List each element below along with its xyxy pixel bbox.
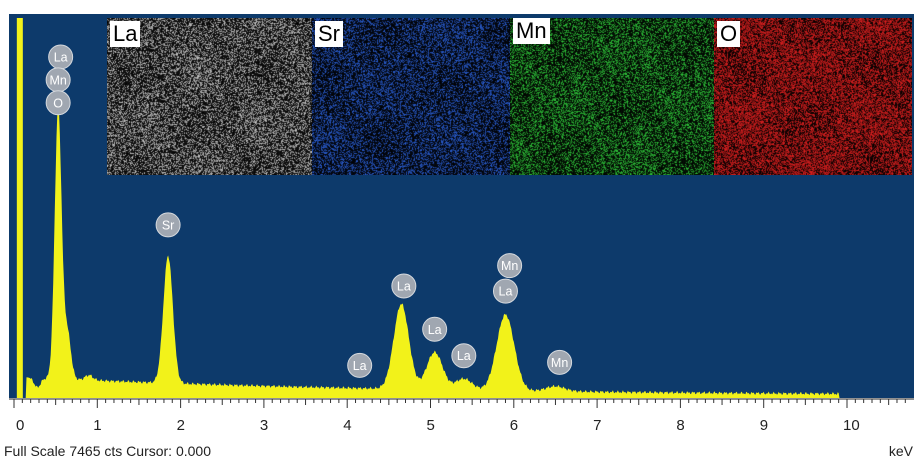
element-map-o: O <box>714 18 912 175</box>
peak-label-layer: La Mn O Sr La La La La Mn La Mn <box>45 44 573 378</box>
element-map-la: La <box>107 18 312 175</box>
x-axis-unit: keV <box>888 443 913 459</box>
element-map-mn: Mn <box>510 18 714 175</box>
peak-label-sr: Sr <box>155 212 181 238</box>
label-bubble <box>547 349 573 375</box>
x-tick-label: 5 <box>427 417 435 434</box>
peak-label-la: La <box>492 278 518 304</box>
element-map-sr: Sr <box>312 18 510 175</box>
label-text: O <box>53 96 63 110</box>
spectrum-layer <box>16 18 843 398</box>
x-tick-label: 6 <box>510 417 518 434</box>
status-readout: Full Scale 7465 cts Cursor: 0.000 <box>4 443 211 459</box>
label-text: Mn <box>501 259 518 273</box>
x-tick-label: 2 <box>177 417 185 434</box>
x-tick-label: 1 <box>93 417 101 434</box>
map-label: Sr <box>315 21 343 47</box>
x-tick-label: 10 <box>843 417 860 434</box>
peak-label-o: O <box>45 90 71 116</box>
label-bubble <box>391 273 417 299</box>
x-tick-label: 4 <box>343 417 351 434</box>
label-bubble <box>347 352 373 378</box>
label-bubble <box>422 316 448 342</box>
peak-label-mn: Mn <box>497 253 523 279</box>
map-label: Mn <box>513 18 550 44</box>
peak-label-la: La <box>391 273 417 299</box>
label-text: Mn <box>551 356 568 370</box>
x-tick-label: 7 <box>593 417 601 434</box>
peak-label-la: La <box>347 352 373 378</box>
x-tick-label: 9 <box>760 417 768 434</box>
label-text: La <box>457 349 471 363</box>
label-bubble <box>451 343 477 369</box>
label-text: Sr <box>162 218 175 232</box>
label-text: La <box>499 285 513 299</box>
x-tick-label: 3 <box>260 417 268 434</box>
label-text: La <box>54 50 68 64</box>
o-map-image <box>714 18 912 175</box>
label-bubble <box>497 253 523 279</box>
mn-map-image <box>510 18 714 175</box>
peak-label-la: La <box>422 316 448 342</box>
peak-label-mn: Mn <box>45 67 71 93</box>
label-bubble <box>155 212 181 238</box>
label-bubble <box>45 90 71 116</box>
label-text: La <box>397 280 411 294</box>
peak-label-mn: Mn <box>547 349 573 375</box>
map-label: O <box>717 21 741 47</box>
x-axis: 0 1 2 3 4 5 6 7 8 9 10 <box>9 398 914 434</box>
label-text: La <box>353 359 367 373</box>
sr-map-image <box>312 18 510 175</box>
label-text: Mn <box>49 73 66 87</box>
x-tick-label: 0 <box>16 417 24 434</box>
map-label: La <box>110 21 141 47</box>
x-tick-label: 8 <box>676 417 684 434</box>
peak-label-la: La <box>48 44 74 70</box>
la-map-image <box>107 18 312 175</box>
label-text: La <box>428 323 442 337</box>
peak-label-la: La <box>451 343 477 369</box>
label-bubble <box>492 278 518 304</box>
zero-energy-peak <box>16 18 23 398</box>
